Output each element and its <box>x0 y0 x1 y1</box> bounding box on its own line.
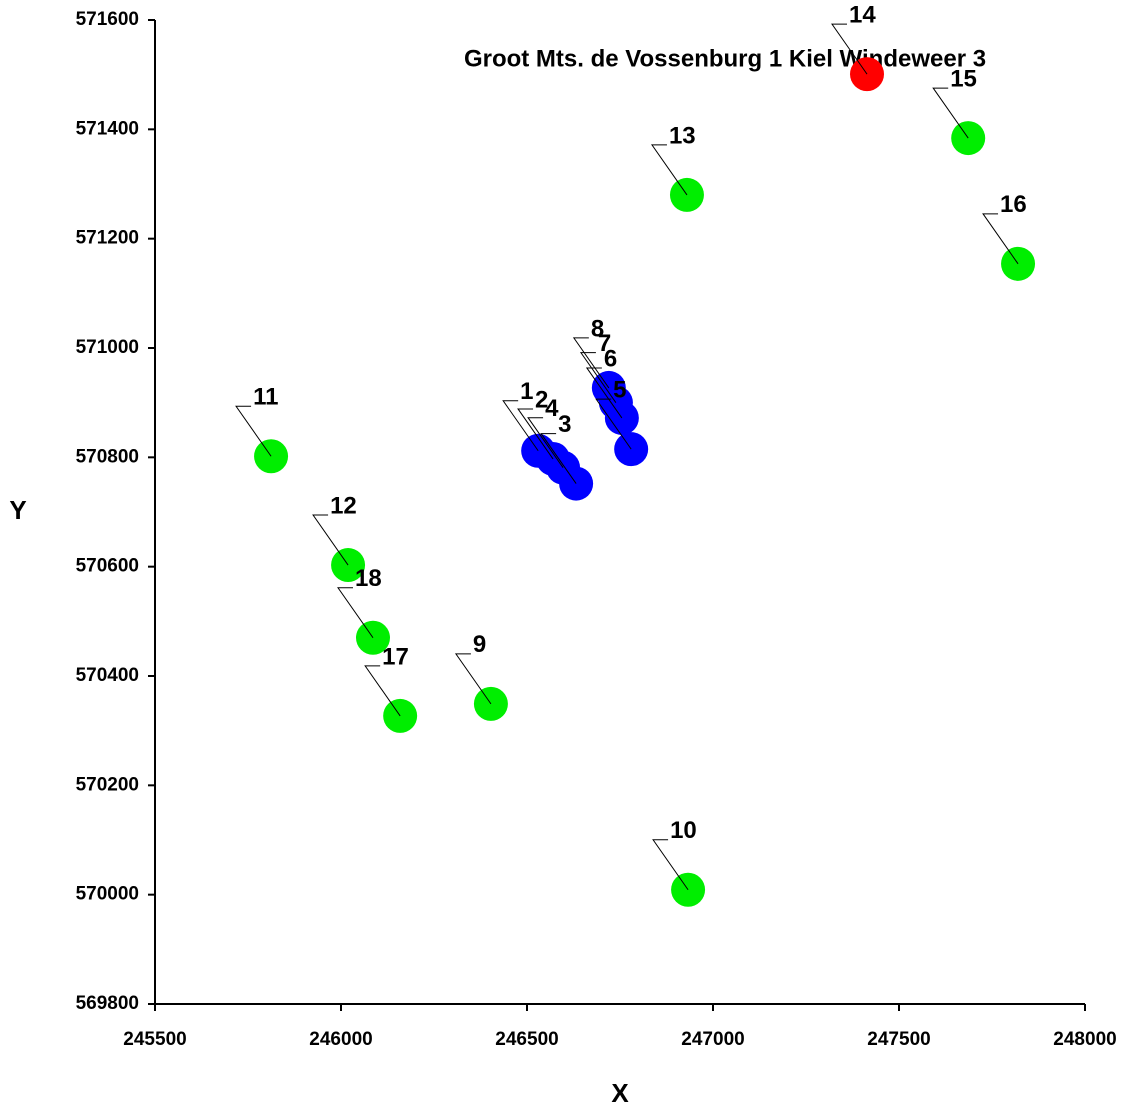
point-label: 12 <box>330 492 357 519</box>
point-label: 16 <box>1000 191 1027 218</box>
leader-line <box>540 433 577 484</box>
leader-line <box>337 587 374 639</box>
leader-line <box>652 839 689 891</box>
leader-line <box>585 367 623 419</box>
leader-line <box>517 408 554 460</box>
x-axis-label: X <box>611 1078 629 1108</box>
y-tick-label: 570000 <box>76 884 139 905</box>
point-label: 14 <box>849 1 876 28</box>
leader-line <box>982 213 1019 265</box>
point-label: 18 <box>355 565 382 592</box>
y-tick-label: 571200 <box>76 228 139 249</box>
leader-line <box>650 144 688 196</box>
y-tick-label: 569800 <box>76 993 139 1014</box>
y-tick-label: 570800 <box>76 446 139 467</box>
y-tick-label: 571000 <box>76 337 139 358</box>
point-label: 17 <box>382 643 409 670</box>
leader-line <box>595 398 632 450</box>
point-label: 3 <box>558 411 571 438</box>
point-label: 1 <box>520 378 533 405</box>
leader-line <box>454 653 492 705</box>
leader-line <box>831 23 868 75</box>
leader-line <box>312 514 349 566</box>
point-label: 7 <box>598 330 611 357</box>
y-tick-label: 571600 <box>76 9 139 30</box>
y-tick-label: 570600 <box>76 556 139 577</box>
x-tick-label: 248000 <box>1053 1029 1116 1050</box>
point <box>1001 246 1036 281</box>
x-tick-label: 247500 <box>867 1029 930 1050</box>
leader-line <box>235 405 272 457</box>
leader-line <box>527 417 564 469</box>
y-tick-label: 570200 <box>76 774 139 795</box>
y-tick-label: 571400 <box>76 118 139 139</box>
leader-line <box>579 352 617 403</box>
x-tick-label: 246500 <box>495 1029 558 1050</box>
leader-line <box>502 400 539 452</box>
chart-title: Groot Mts. de Vossenburg 1 Kiel Windewee… <box>464 45 986 72</box>
leader-line <box>364 665 401 717</box>
point-label: 10 <box>670 817 697 844</box>
y-tick-label: 570400 <box>76 665 139 686</box>
point-label: 5 <box>613 376 626 403</box>
point-label: 15 <box>950 65 977 92</box>
point-label: 9 <box>473 631 486 658</box>
leader-line <box>572 337 610 389</box>
y-axis-label: Y <box>9 495 26 525</box>
x-tick-label: 247000 <box>681 1029 744 1050</box>
point-label: 6 <box>604 345 617 372</box>
point-label: 2 <box>535 386 548 413</box>
point-label: 8 <box>591 315 604 342</box>
point-label: 11 <box>253 384 278 411</box>
point-label: 13 <box>669 122 696 149</box>
point-label: 4 <box>545 395 559 422</box>
x-tick-label: 245500 <box>123 1029 186 1050</box>
x-tick-label: 246000 <box>309 1029 372 1050</box>
leader-line <box>932 87 969 139</box>
